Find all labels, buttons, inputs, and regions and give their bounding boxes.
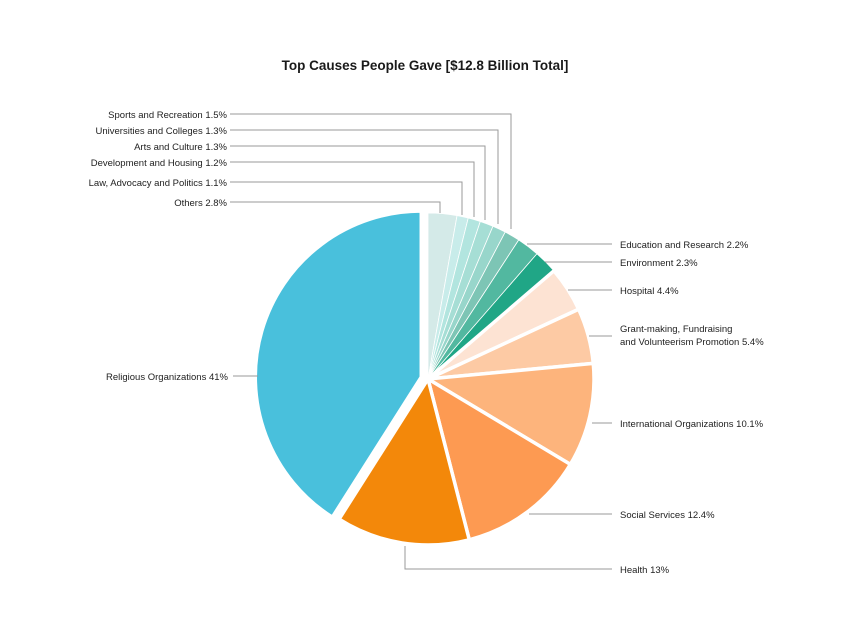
label-grantmaking-line2: and Volunteerism Promotion 5.4% (620, 337, 764, 348)
label-hospital: Hospital 4.4% (620, 286, 679, 297)
label-law: Law, Advocacy and Politics 1.1% (89, 178, 228, 189)
label-religious: Religious Organizations 41% (106, 372, 229, 383)
pie-slice-international-organizations (426, 361, 596, 467)
leader-line-development (230, 161, 475, 217)
leader-line-law (230, 181, 463, 215)
leader-line-sports (230, 113, 512, 229)
pie-slice-religious-organizations (253, 209, 424, 519)
pie-slice-social-services (426, 377, 573, 542)
label-social: Social Services 12.4% (620, 510, 715, 521)
label-health: Health 13% (620, 565, 670, 576)
leader-lines (230, 113, 612, 570)
label-education: Education and Research 2.2% (620, 240, 749, 251)
label-universities: Universities and Colleges 1.3% (96, 126, 228, 137)
pie-slice-health (337, 377, 472, 547)
leader-line-universities (230, 129, 499, 224)
label-grantmaking-line1: Grant-making, Fundraising (620, 324, 732, 335)
label-others: Others 2.8% (174, 198, 227, 209)
label-development: Development and Housing 1.2% (91, 158, 228, 169)
label-environment: Environment 2.3% (620, 258, 698, 269)
leader-line-arts (230, 145, 486, 220)
label-international: International Organizations 10.1% (620, 419, 764, 430)
leader-line-others (230, 201, 441, 213)
label-arts: Arts and Culture 1.3% (134, 142, 227, 153)
leader-line-health (404, 546, 612, 570)
pie-slices (253, 209, 596, 547)
label-sports: Sports and Recreation 1.5% (108, 110, 227, 121)
slice-labels: Sports and Recreation 1.5% Universities … (89, 110, 765, 576)
chart-title: Top Causes People Gave [$12.8 Billion To… (281, 58, 569, 73)
